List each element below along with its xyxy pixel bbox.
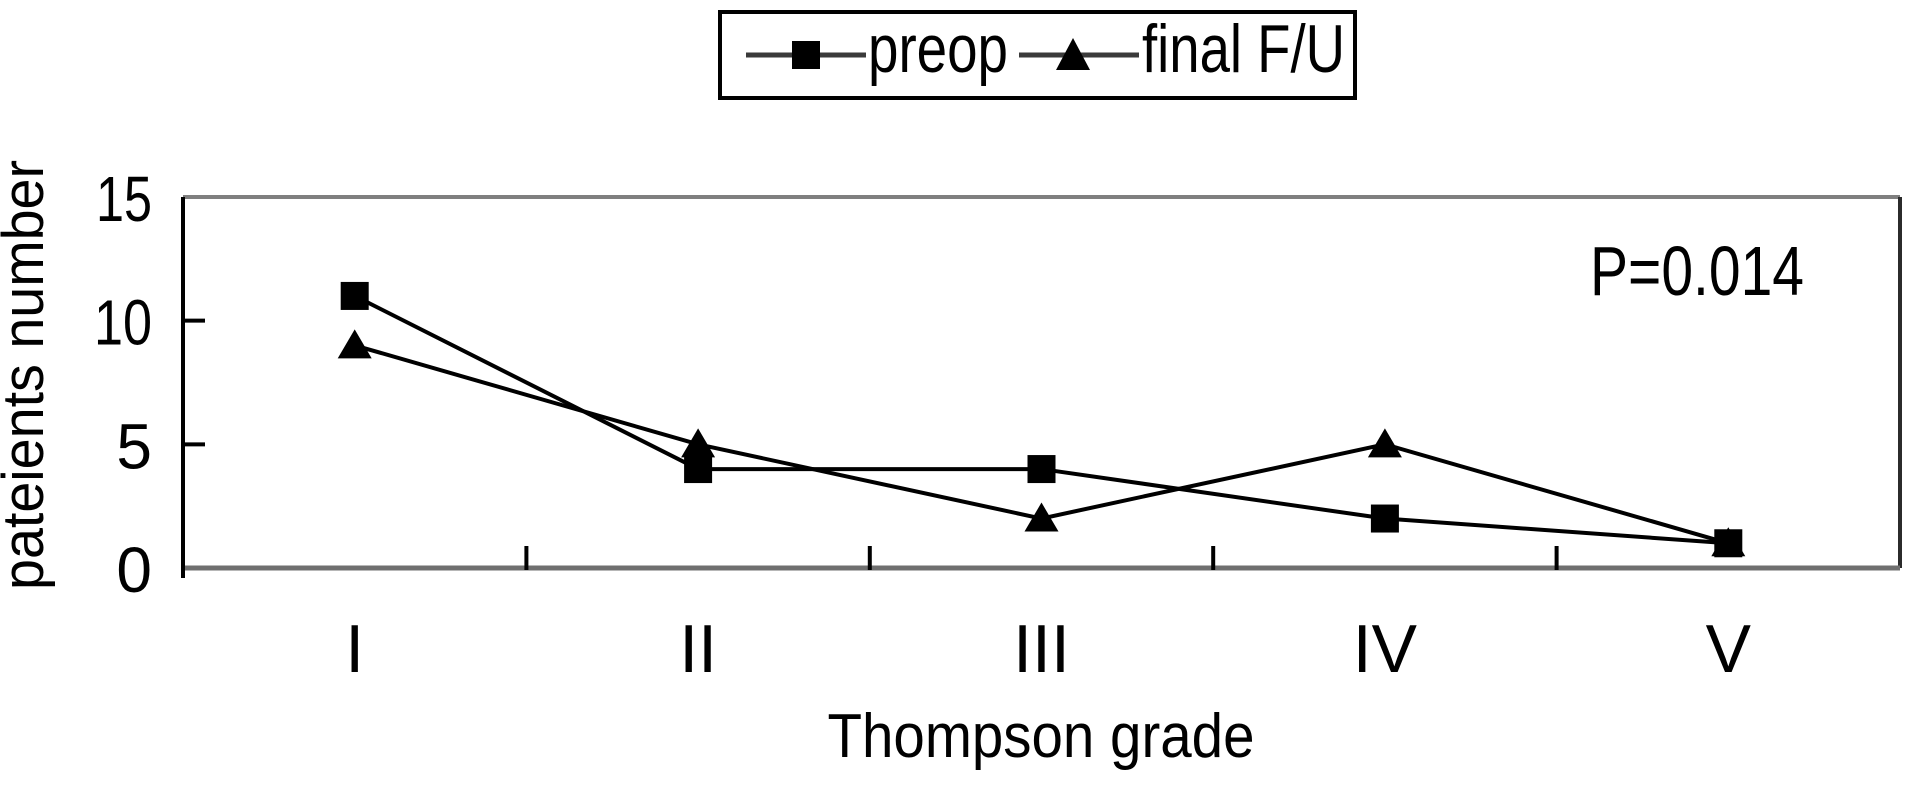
x-category-label: III: [1013, 611, 1070, 687]
preop-marker: [1370, 504, 1399, 533]
axis-ticks: [183, 318, 1559, 570]
x-category-label: IV: [1353, 611, 1418, 687]
preop-marker: [1027, 455, 1056, 484]
y-tick-label: 15: [96, 163, 152, 235]
final-f-u-marker: [1024, 502, 1059, 532]
x-category-label: I: [345, 611, 364, 687]
final-f-u-marker: [681, 428, 716, 458]
p-value-annotation: P=0.014: [1590, 232, 1804, 310]
x-category-label: II: [679, 611, 717, 687]
legend-label-preop: preop: [868, 11, 1008, 87]
final-f-u-marker: [337, 329, 372, 359]
y-tick-label: 5: [116, 410, 152, 482]
legend: preop final F/U: [718, 10, 1357, 100]
legend-final-fu-triangle-marker: [1056, 38, 1090, 70]
series-group: [337, 281, 1746, 558]
y-tick-label: 0: [116, 534, 152, 606]
y-axis-title: pateients number: [0, 160, 56, 590]
plot-area: [181, 195, 1902, 578]
preop-marker: [340, 281, 369, 310]
preop-marker: [684, 455, 713, 484]
legend-label-final-fu: final F/U: [1142, 11, 1345, 87]
legend-preop-square-marker: [792, 41, 820, 69]
final-f-u-marker: [1367, 428, 1402, 458]
x-category-label: V: [1706, 611, 1752, 687]
x-axis-title: Thompson grade: [828, 702, 1255, 771]
preop-marker: [1714, 529, 1743, 558]
y-tick-label: 10: [94, 287, 152, 359]
